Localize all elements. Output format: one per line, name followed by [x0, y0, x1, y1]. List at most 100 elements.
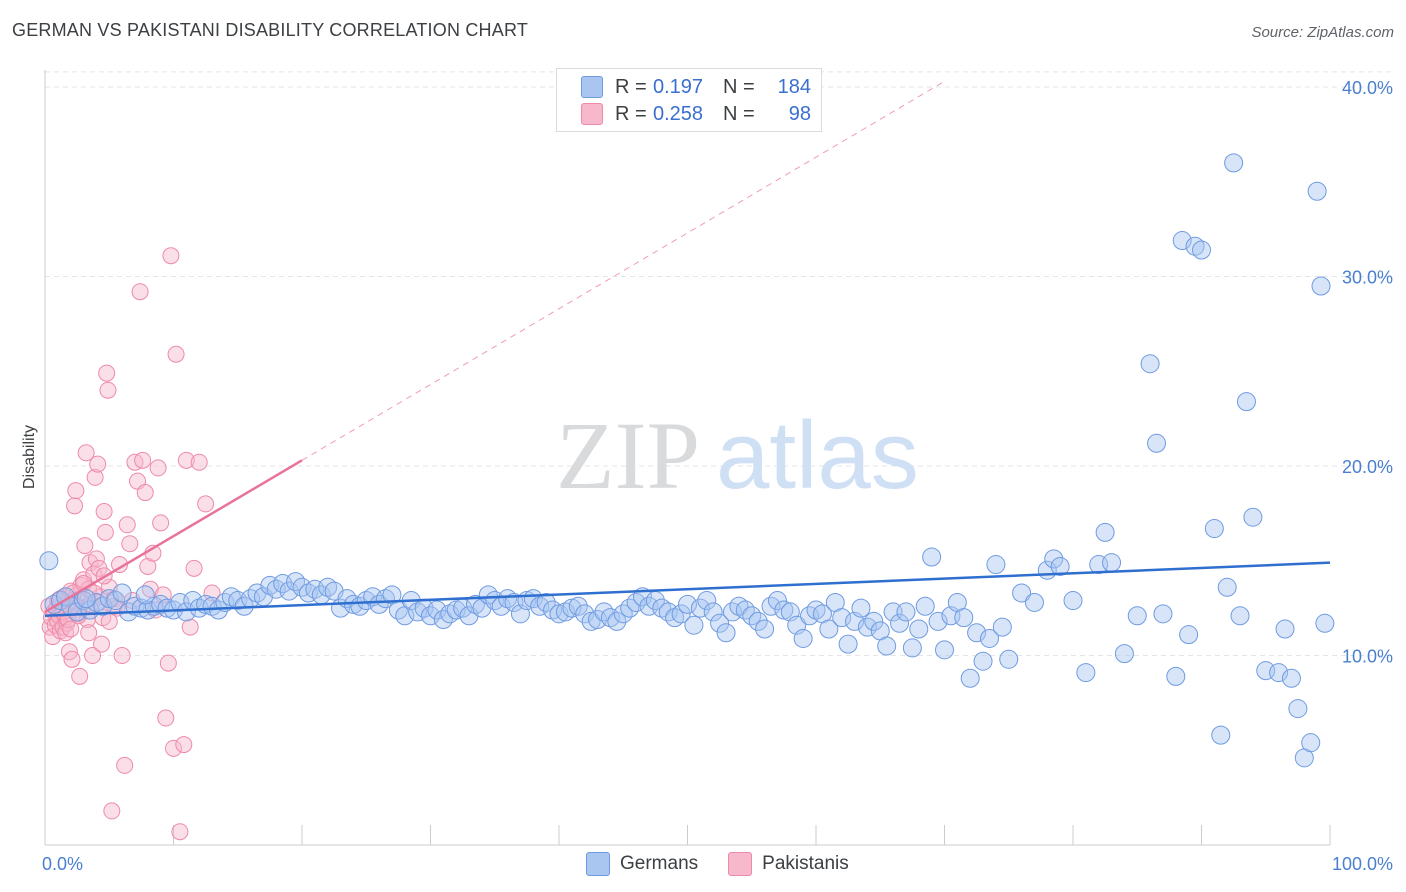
x-tick-label-min: 0.0% — [42, 854, 83, 874]
legend-n-label: N = — [723, 75, 755, 98]
german-point — [967, 623, 987, 643]
series-label-pakistanis: Pakistanis — [762, 853, 849, 874]
pakistani-point — [66, 497, 84, 515]
german-point — [960, 668, 980, 688]
series-legend: Germans Pakistanis — [586, 852, 879, 876]
pakistani-point — [63, 650, 81, 668]
trend-lines — [44, 80, 1331, 617]
german-point — [575, 604, 595, 624]
pakistani-point — [89, 455, 107, 473]
legend-r-label: R = — [615, 75, 647, 98]
german-point — [1114, 644, 1134, 664]
german-point — [427, 600, 447, 620]
german-point — [902, 638, 922, 658]
german-point — [877, 636, 897, 656]
german-point — [221, 587, 241, 607]
german-point — [1275, 619, 1295, 639]
german-point — [665, 608, 685, 628]
y-axis-label: Disability — [21, 425, 38, 489]
series-swatch-pakistanis — [728, 852, 753, 876]
legend-row-pakistanis: R = 0.258 N = 98 — [581, 102, 811, 126]
pakistani-point — [80, 624, 98, 642]
axes — [44, 70, 1331, 846]
german-point — [909, 619, 929, 639]
german-point — [446, 600, 466, 620]
german-point — [536, 592, 556, 612]
series-legend-pakistanis[interactable]: Pakistanis — [728, 852, 849, 876]
pakistani-point — [62, 620, 80, 638]
german-point — [1236, 392, 1256, 412]
german-point — [408, 602, 428, 622]
german-point — [279, 581, 299, 601]
pakistani-point — [139, 557, 157, 575]
german-point — [376, 589, 396, 609]
german-point — [999, 649, 1019, 669]
source-credit: Source: ZipAtlas.com — [1251, 24, 1394, 41]
german-point — [76, 589, 96, 609]
pakistani-point — [185, 559, 203, 577]
legend-row-germans: R = 0.197 N = 184 — [581, 75, 811, 99]
legend-r-value: 0.197 — [653, 75, 704, 98]
pakistani-trend-line — [44, 459, 303, 614]
german-point — [157, 598, 177, 618]
german-point — [652, 598, 672, 618]
german-point — [1172, 231, 1192, 251]
pakistani-point — [76, 537, 94, 555]
german-point — [915, 596, 935, 616]
y-tick-label: 30.0% — [1342, 268, 1393, 288]
german-point — [697, 591, 717, 611]
pakistani-point — [103, 802, 121, 820]
pakistani-point — [159, 654, 177, 672]
german-point — [1063, 591, 1083, 611]
series-swatch-germans — [586, 852, 610, 876]
german-point — [1095, 522, 1115, 542]
german-point — [562, 598, 582, 618]
pakistani-point — [77, 444, 95, 462]
german-point — [896, 602, 916, 622]
german-point — [793, 628, 813, 648]
pakistani-point — [113, 647, 131, 665]
pakistani-point — [149, 459, 167, 477]
pakistani-point — [157, 709, 175, 727]
pakistani-point — [175, 736, 193, 754]
german-point — [671, 604, 691, 624]
german-point — [1102, 553, 1122, 573]
german-point — [1224, 153, 1244, 173]
german-point — [1281, 668, 1301, 688]
pakistani-point — [93, 635, 111, 653]
german-point — [93, 596, 113, 616]
pakistani-point — [190, 453, 208, 471]
german-point — [356, 591, 376, 611]
german-point — [465, 594, 485, 614]
pakistani-point — [167, 345, 185, 363]
german-point — [832, 608, 852, 628]
german-point — [838, 634, 858, 654]
pakistani-points — [40, 247, 221, 841]
german-point — [1024, 592, 1044, 612]
german-point — [1153, 604, 1173, 624]
tick-labels: 10.0% 20.0% 30.0% 40.0% 0.0% 100.0% — [42, 78, 1393, 874]
german-point — [581, 611, 601, 631]
german-point — [819, 619, 839, 639]
pakistani-point — [71, 667, 89, 685]
german-point — [555, 602, 575, 622]
legend-swatch-germans — [581, 76, 603, 98]
german-point — [690, 598, 710, 618]
pakistani-trend-extension — [301, 80, 945, 461]
german-point — [1243, 507, 1263, 527]
pakistani-point — [152, 514, 170, 532]
pakistani-point — [203, 584, 221, 602]
legend-n-label: N = — [723, 102, 755, 125]
german-point — [86, 592, 106, 612]
german-point — [1230, 606, 1250, 626]
pakistani-point — [100, 612, 118, 630]
german-point — [1050, 556, 1070, 576]
german-point — [767, 591, 787, 611]
y-tick-label: 20.0% — [1342, 457, 1393, 477]
series-legend-germans[interactable]: Germans — [586, 852, 698, 876]
pakistani-point — [177, 451, 195, 469]
y-tick-label: 10.0% — [1342, 647, 1393, 667]
german-point — [1166, 666, 1186, 686]
german-point — [851, 598, 871, 618]
